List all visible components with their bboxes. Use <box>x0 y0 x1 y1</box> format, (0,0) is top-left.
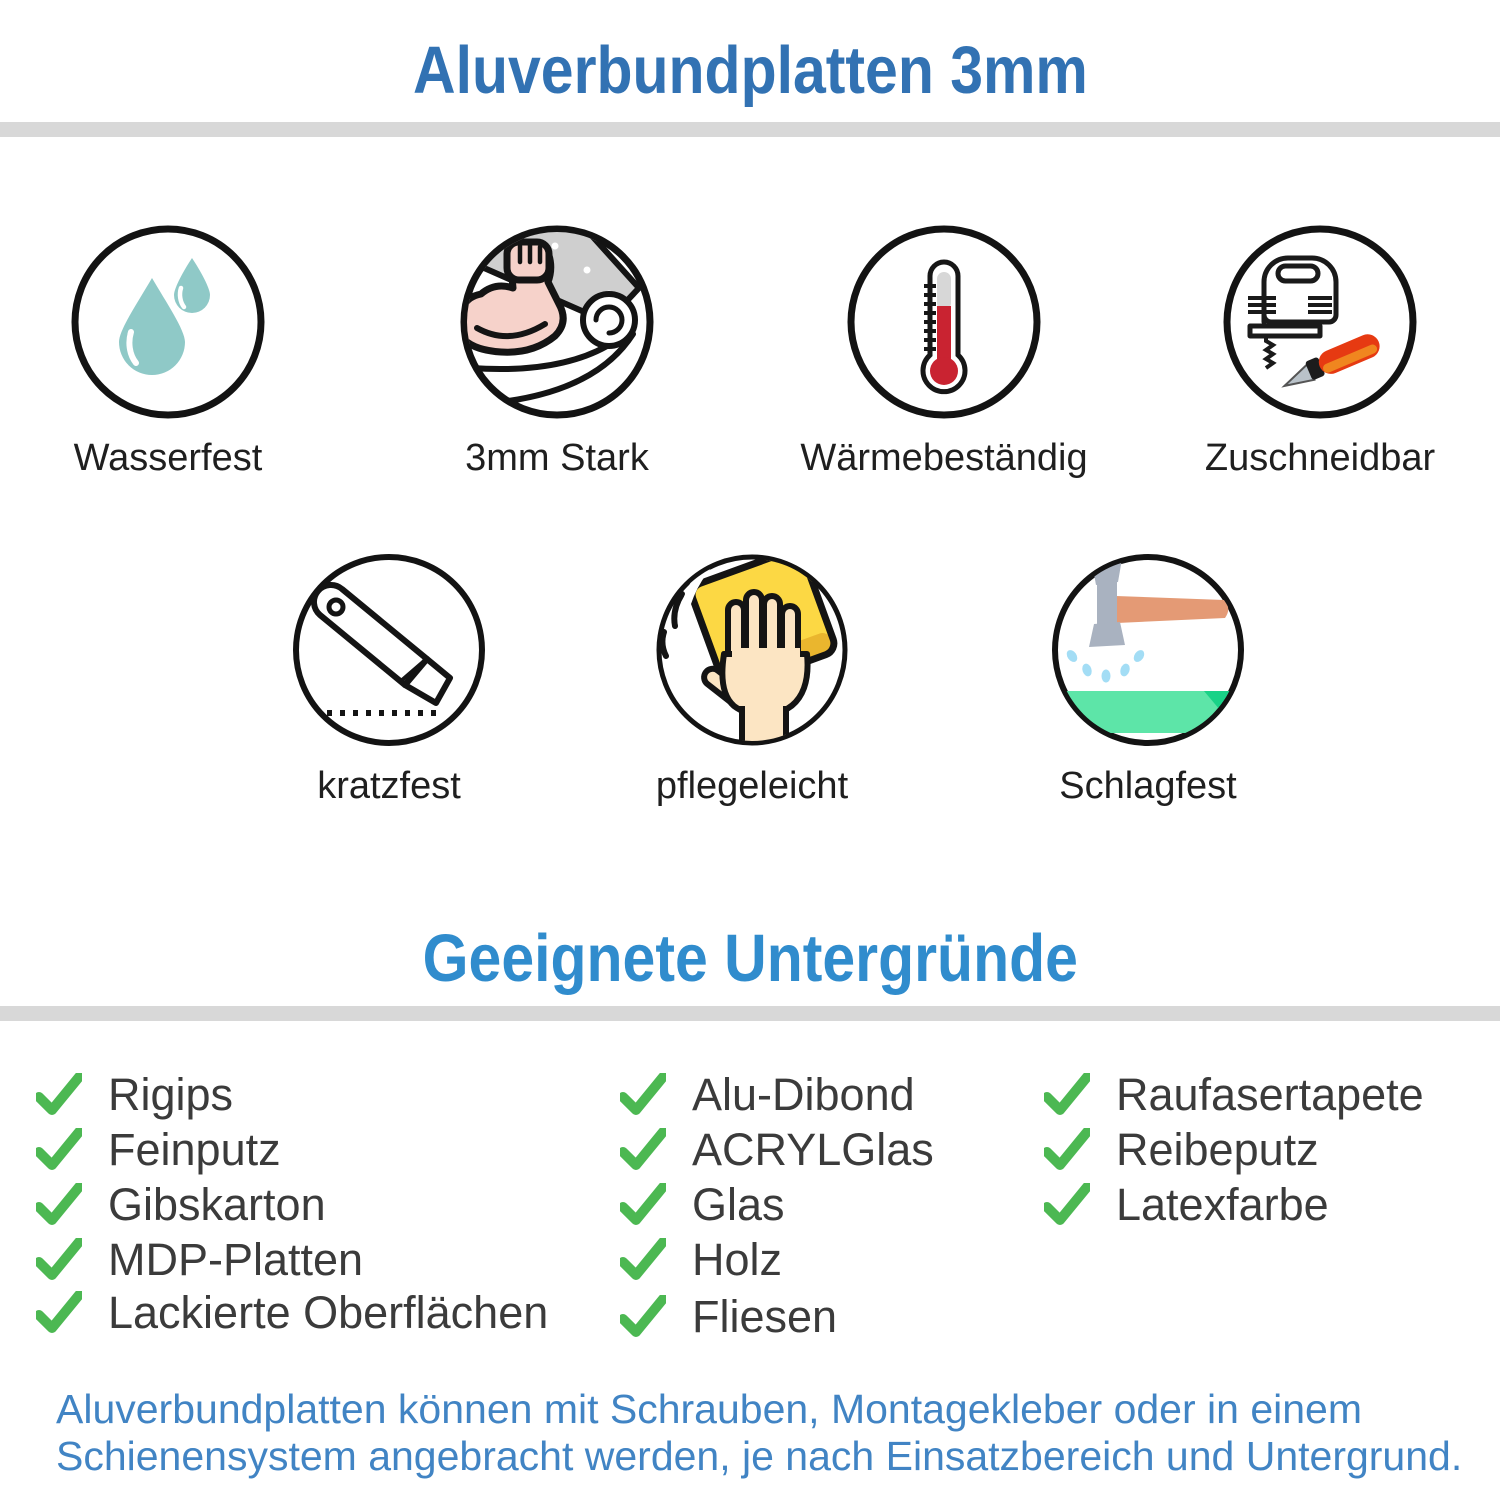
check-icon <box>36 1183 82 1225</box>
hand-cloth-icon <box>656 554 848 746</box>
check-icon <box>620 1183 666 1225</box>
section-title-untergruende: Geeignete Untergründe <box>422 921 1078 996</box>
list-item-label: Reibeputz <box>1116 1124 1319 1175</box>
list-item: ACRYLGlas <box>620 1123 934 1177</box>
list-item: Latexfarbe <box>1044 1178 1329 1232</box>
check-icon <box>1044 1073 1090 1115</box>
check-icon <box>1044 1128 1090 1170</box>
divider-top <box>0 122 1500 137</box>
footer-note: Aluverbundplatten können mit Schrauben, … <box>56 1386 1462 1480</box>
list-item: Lackierte Oberflächen <box>36 1286 548 1340</box>
list-item-label: Alu-Dibond <box>692 1069 915 1120</box>
list-item: Reibeputz <box>1044 1123 1319 1177</box>
footer-line-2: Schienensystem angebracht werden, je nac… <box>56 1433 1463 1479</box>
list-item: Rigips <box>36 1068 233 1122</box>
feature-schlagfest: Schlagfest <box>988 550 1308 808</box>
list-item-label: Gibskarton <box>108 1179 326 1230</box>
feature-label: Schlagfest <box>1059 765 1237 807</box>
list-item-label: ACRYLGlas <box>692 1124 934 1175</box>
check-icon <box>620 1295 666 1337</box>
feature-zuschneidbar: Zuschneidbar <box>1160 222 1480 480</box>
feature-label: kratzfest <box>317 765 461 807</box>
list-item: Raufasertapete <box>1044 1068 1424 1122</box>
utility-knife-icon <box>293 554 485 746</box>
list-item-label: Fliesen <box>692 1291 838 1342</box>
list-item: Fliesen <box>620 1290 837 1344</box>
divider-middle <box>0 1006 1500 1021</box>
page-title: Aluverbundplatten 3mm <box>412 33 1088 108</box>
check-icon <box>36 1128 82 1170</box>
check-icon <box>36 1073 82 1115</box>
list-item-label: Raufasertapete <box>1116 1069 1424 1120</box>
list-item: Glas <box>620 1178 785 1232</box>
list-item: Feinputz <box>36 1123 281 1177</box>
list-item-label: Rigips <box>108 1069 234 1120</box>
list-item: Gibskarton <box>36 1178 326 1232</box>
list-item-label: MDP-Platten <box>108 1234 364 1285</box>
feature-kratzfest: kratzfest <box>229 550 549 808</box>
check-icon <box>620 1073 666 1115</box>
list-item: Alu-Dibond <box>620 1068 915 1122</box>
feature-label: Wärmebeständig <box>800 437 1088 479</box>
footer-line-1: Aluverbundplatten können mit Schrauben, … <box>56 1386 1362 1432</box>
check-icon <box>620 1128 666 1170</box>
feature-label: pflegeleicht <box>655 765 849 807</box>
list-item: MDP-Platten <box>36 1233 363 1287</box>
list-item-label: Feinputz <box>108 1124 281 1175</box>
feature-waermebestaendig: Wärmebeständig <box>784 222 1104 480</box>
feature-label: 3mm Stark <box>465 437 649 479</box>
feature-label: Zuschneidbar <box>1204 437 1436 479</box>
check-icon <box>620 1238 666 1280</box>
feature-label: Wasserfest <box>73 437 263 479</box>
muscle-arm-panel-icon <box>460 225 654 419</box>
feature-3mm-stark: 3mm Stark <box>397 222 717 480</box>
feature-pflegeleicht: pflegeleicht <box>592 550 912 808</box>
hammer-icon <box>1052 554 1244 746</box>
list-item: Holz <box>620 1233 782 1287</box>
list-item-label: Latexfarbe <box>1116 1179 1329 1230</box>
list-item-label: Glas <box>692 1179 785 1230</box>
check-icon <box>36 1291 82 1333</box>
jigsaw-cutter-icon <box>1223 225 1417 419</box>
water-drops-icon <box>71 225 265 419</box>
feature-wasserfest: Wasserfest <box>8 222 328 480</box>
thermometer-icon <box>847 225 1041 419</box>
list-item-label: Lackierte Oberflächen <box>108 1287 549 1338</box>
check-icon <box>1044 1183 1090 1225</box>
check-icon <box>36 1238 82 1280</box>
list-item-label: Holz <box>692 1234 783 1285</box>
